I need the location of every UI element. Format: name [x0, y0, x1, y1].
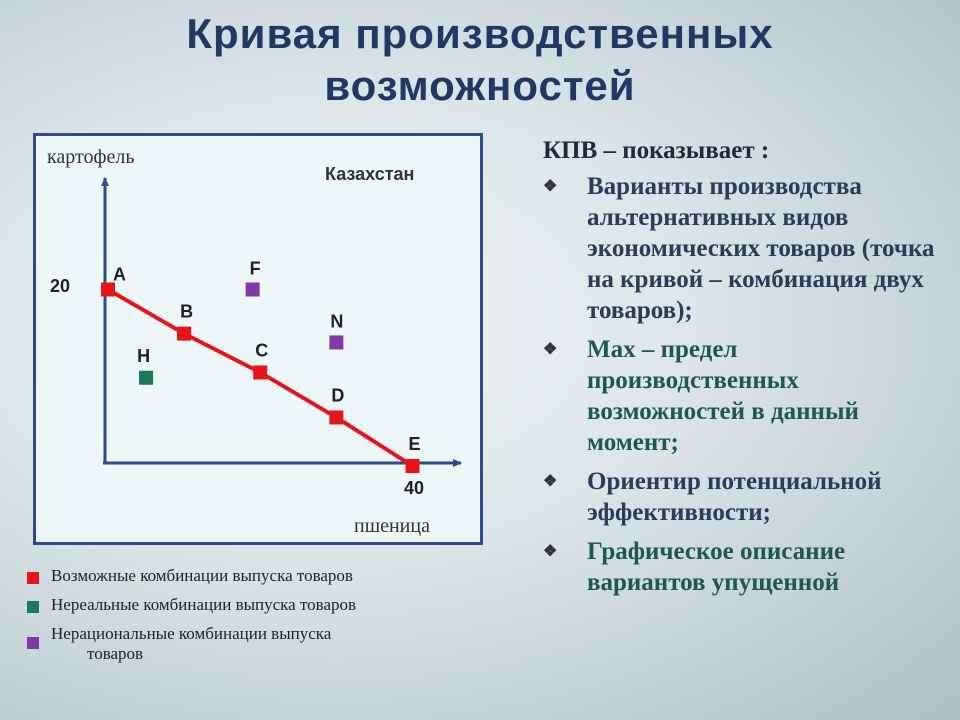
point-label-a: A — [113, 265, 126, 285]
point-a — [101, 282, 115, 297]
diamond-bullet-icon: ❖ — [543, 341, 558, 358]
point-c — [253, 365, 268, 380]
point-label-c: C — [255, 340, 268, 360]
point-f — [245, 282, 260, 297]
legend-swatch-green-icon — [27, 601, 39, 613]
legend-swatch-red-icon — [27, 572, 39, 584]
slide-title: Кривая производственных возможностей — [0, 8, 960, 112]
ppf-chart: картофель пшеница Казахстан 20 40 A B C D E F… — [47, 146, 462, 537]
y-axis-label: картофель — [47, 146, 134, 168]
title-line-2: возможностей — [324, 62, 636, 109]
bullet-text: Ориентир потенциальной эффективности; — [587, 468, 882, 526]
point-label-f: F — [250, 259, 261, 279]
point-label-h: H — [137, 346, 150, 366]
point-label-b: B — [180, 302, 193, 322]
x-tick-label: 40 — [404, 478, 424, 498]
ppf-diagram: картофель пшеница Казахстан 20 40 A B C D E F… — [33, 133, 483, 545]
diamond-bullet-icon: ❖ — [543, 178, 558, 195]
point-e — [405, 459, 420, 473]
legend-label-irrational-2: товаров — [87, 644, 144, 663]
y-tick-label: 20 — [50, 276, 70, 296]
point-label-e: E — [409, 434, 421, 454]
legend-label-irrational-1: Нерациональные комбинации выпуска — [51, 624, 332, 643]
bullet-item: ❖ Варианты производства альтернативных в… — [543, 171, 953, 326]
bullet-text: Варианты производства альтернативных вид… — [587, 173, 935, 324]
bullet-item: ❖ Ориентир потенциальной эффективности; — [543, 466, 953, 528]
panel-heading: КПВ – показывает : — [543, 137, 770, 164]
bullet-text: Графическое описание вариантов упущенной — [587, 538, 846, 596]
x-axis-label: пшеница — [354, 515, 430, 537]
bullet-item: ❖ Max – предел производственных возможно… — [543, 334, 953, 458]
point-d — [329, 410, 344, 425]
ppf-description: КПВ – показывает : ❖ Варианты производст… — [543, 137, 953, 606]
legend-label-possible: Возможные комбинации выпуска товаров — [51, 566, 353, 585]
point-b — [177, 326, 192, 341]
legend: Возможные комбинации выпуска товаров Нер… — [27, 566, 517, 673]
bullet-text: Max – предел производственных возможност… — [587, 336, 859, 456]
legend-item-irrational: Нерациональные комбинации выпуска товаро… — [27, 624, 517, 664]
point-n — [329, 335, 344, 350]
point-label-n: N — [330, 311, 343, 331]
diamond-bullet-icon: ❖ — [543, 473, 558, 490]
title-line-1: Кривая производственных — [186, 10, 774, 57]
bullet-item: ❖ Графическое описание вариантов упущенн… — [543, 536, 953, 598]
country-label: Казахстан — [325, 164, 414, 184]
legend-swatch-purple-icon — [27, 637, 39, 649]
legend-label-unreal: Нереальные комбинации выпуска товаров — [51, 595, 357, 614]
diamond-bullet-icon: ❖ — [543, 543, 558, 560]
legend-item-possible: Возможные комбинации выпуска товаров — [27, 566, 517, 586]
point-label-d: D — [331, 385, 344, 405]
legend-item-unreal: Нереальные комбинации выпуска товаров — [27, 595, 517, 615]
point-h — [139, 370, 154, 385]
